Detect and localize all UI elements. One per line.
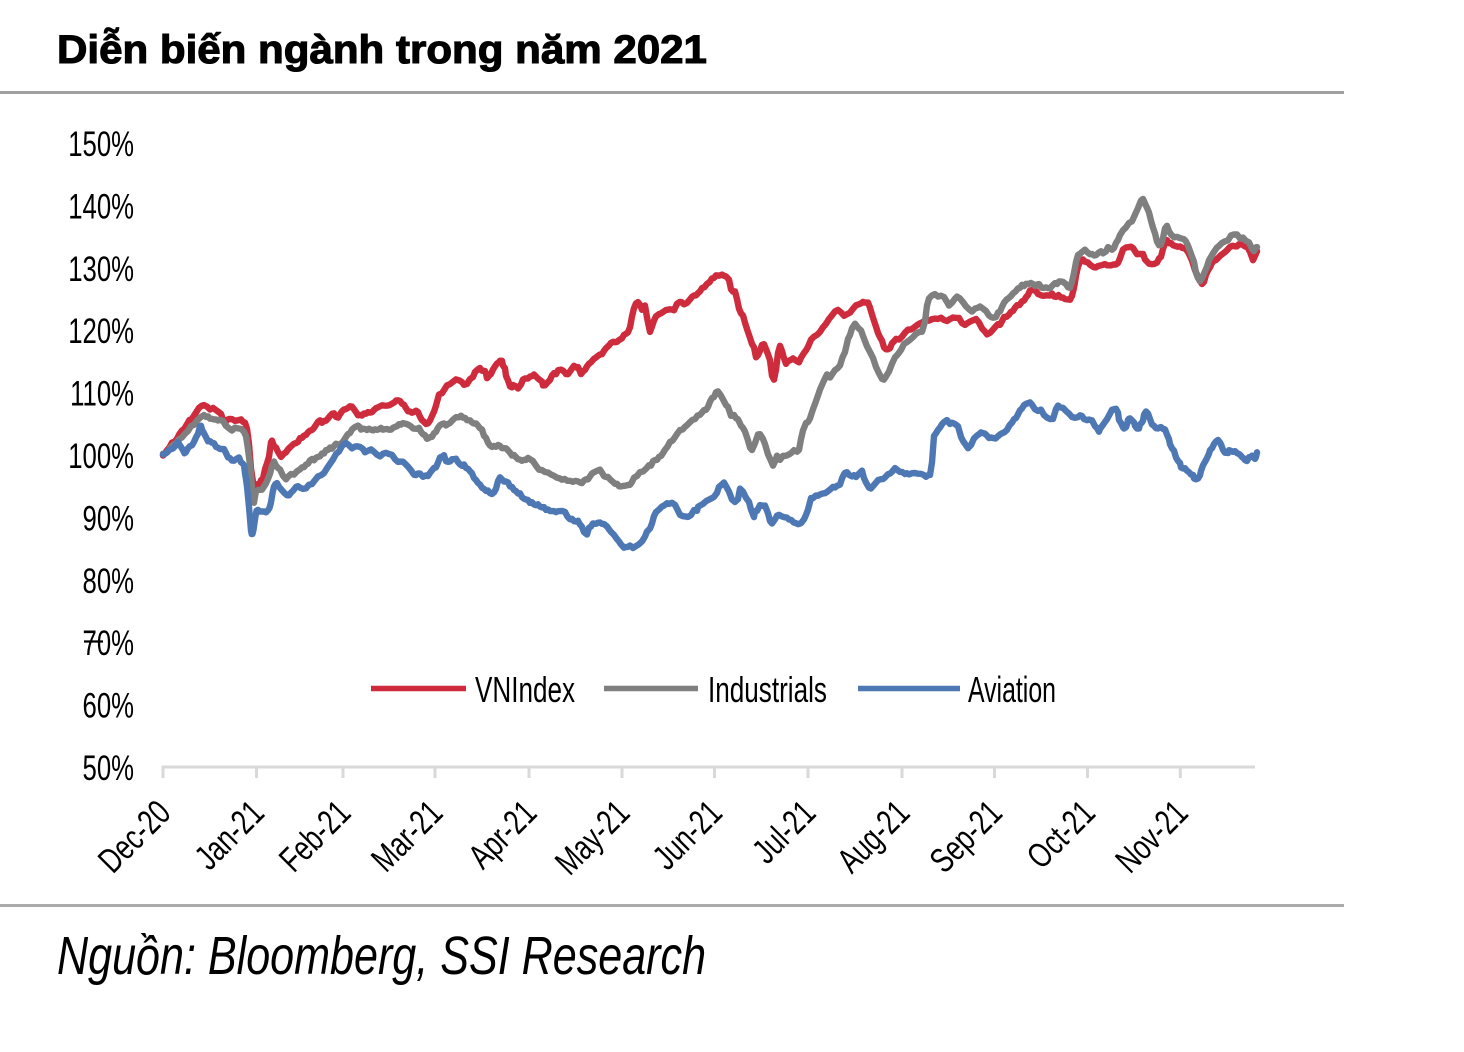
svg-text:Industrials: Industrials bbox=[708, 670, 827, 710]
svg-text:VNIndex: VNIndex bbox=[475, 670, 575, 710]
svg-text:Aviation: Aviation bbox=[968, 670, 1056, 711]
svg-text:Apr-21: Apr-21 bbox=[460, 793, 544, 877]
svg-text:110%: 110% bbox=[70, 374, 134, 414]
svg-text:80%: 80% bbox=[83, 561, 134, 601]
svg-text:140%: 140% bbox=[68, 186, 134, 226]
svg-text:90%: 90% bbox=[83, 498, 134, 538]
svg-text:150%: 150% bbox=[68, 124, 134, 164]
svg-text:120%: 120% bbox=[68, 311, 134, 351]
svg-text:Mar-21: Mar-21 bbox=[363, 793, 450, 880]
svg-text:Jun-21: Jun-21 bbox=[645, 793, 730, 878]
svg-text:Jan-21: Jan-21 bbox=[187, 793, 272, 878]
svg-text:100%: 100% bbox=[68, 436, 134, 476]
svg-text:130%: 130% bbox=[68, 249, 134, 289]
svg-text:Feb-21: Feb-21 bbox=[271, 793, 358, 880]
svg-text:70%: 70% bbox=[83, 623, 134, 663]
svg-text:Oct-21: Oct-21 bbox=[1019, 793, 1103, 877]
svg-text:May-21: May-21 bbox=[547, 793, 637, 883]
svg-text:Sep-21: Sep-21 bbox=[922, 793, 1010, 881]
svg-text:60%: 60% bbox=[83, 686, 134, 726]
svg-text:Dec-20: Dec-20 bbox=[90, 793, 178, 881]
svg-text:50%: 50% bbox=[83, 748, 134, 788]
svg-text:Nov-21: Nov-21 bbox=[1108, 793, 1196, 881]
svg-text:Aug-21: Aug-21 bbox=[829, 793, 917, 881]
svg-text:Jul-21: Jul-21 bbox=[745, 793, 823, 871]
